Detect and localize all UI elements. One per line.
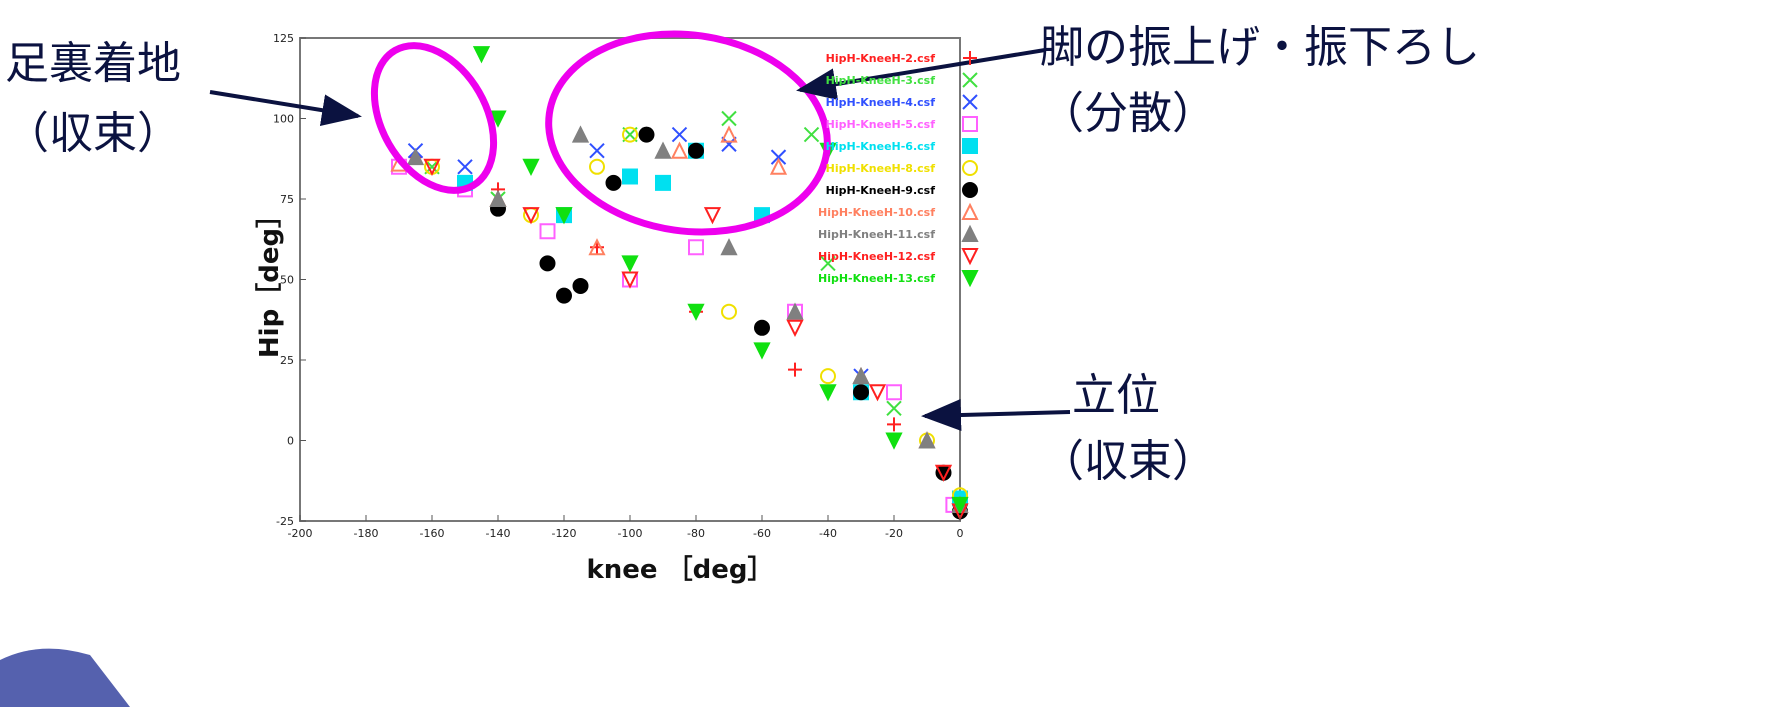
annotation: （分散） — [1040, 88, 1216, 139]
marker — [541, 256, 555, 270]
marker — [640, 128, 654, 142]
x-tick-label: -20 — [885, 527, 903, 540]
legend-marker — [963, 117, 977, 131]
legend-marker — [963, 227, 977, 241]
legend-marker — [963, 183, 977, 197]
x-tick-label: -180 — [354, 527, 379, 540]
legend-marker — [963, 95, 977, 109]
marker — [689, 144, 703, 158]
x-axis-label: knee ［deg］ — [587, 555, 774, 585]
legend-label: HipH-KneeH-12.csf — [818, 250, 935, 263]
annotation: 立位 — [1072, 370, 1160, 421]
x-tick-label: -80 — [687, 527, 705, 540]
legend-label: HipH-KneeH-9.csf — [826, 184, 936, 197]
x-tick-label: -100 — [618, 527, 643, 540]
y-tick-label: 100 — [273, 113, 294, 126]
legend-marker — [963, 139, 977, 153]
x-tick-label: -120 — [552, 527, 577, 540]
marker — [607, 176, 621, 190]
x-tick-label: -200 — [288, 527, 313, 540]
legend-label: HipH-KneeH-2.csf — [826, 52, 936, 65]
marker — [656, 176, 670, 190]
legend-label: HipH-KneeH-3.csf — [826, 74, 936, 87]
y-tick-label: 125 — [273, 32, 294, 45]
legend-marker — [963, 205, 977, 219]
marker — [854, 385, 868, 399]
marker — [623, 169, 637, 183]
legend-label: HipH-KneeH-8.csf — [826, 162, 936, 175]
logo — [0, 649, 130, 707]
x-tick-label: -60 — [753, 527, 771, 540]
legend-marker — [963, 73, 977, 87]
marker — [755, 321, 769, 335]
y-tick-label: -25 — [276, 515, 294, 528]
annotation: （収束） — [5, 108, 181, 159]
legend-marker — [963, 249, 977, 263]
legend-label: HipH-KneeH-6.csf — [826, 140, 936, 153]
annotation: 脚の振上げ・振下ろし — [1040, 22, 1480, 73]
x-tick-label: 0 — [957, 527, 964, 540]
marker — [557, 289, 571, 303]
legend-marker — [963, 161, 977, 175]
y-tick-label: 0 — [287, 435, 294, 448]
x-tick-label: -40 — [819, 527, 837, 540]
y-tick-label: 75 — [280, 193, 294, 206]
y-tick-label: 25 — [280, 354, 294, 367]
marker — [574, 279, 588, 293]
x-tick-label: -140 — [486, 527, 511, 540]
x-tick-label: -160 — [420, 527, 445, 540]
annotation: 足裏着地 — [5, 38, 181, 89]
legend-label: HipH-KneeH-5.csf — [826, 118, 936, 131]
annotation: （収束） — [1040, 436, 1216, 487]
legend-label: HipH-KneeH-11.csf — [818, 228, 935, 241]
legend-marker — [963, 271, 977, 285]
y-tick-label: 50 — [280, 274, 294, 287]
legend-label: HipH-KneeH-4.csf — [826, 96, 936, 109]
slide: knee ［deg］ Hip［deg］ 足裏着地 （収束） 脚の振上げ・振下ろし… — [0, 0, 1780, 707]
legend-label: HipH-KneeH-13.csf — [818, 272, 935, 285]
legend-label: HipH-KneeH-10.csf — [818, 206, 935, 219]
